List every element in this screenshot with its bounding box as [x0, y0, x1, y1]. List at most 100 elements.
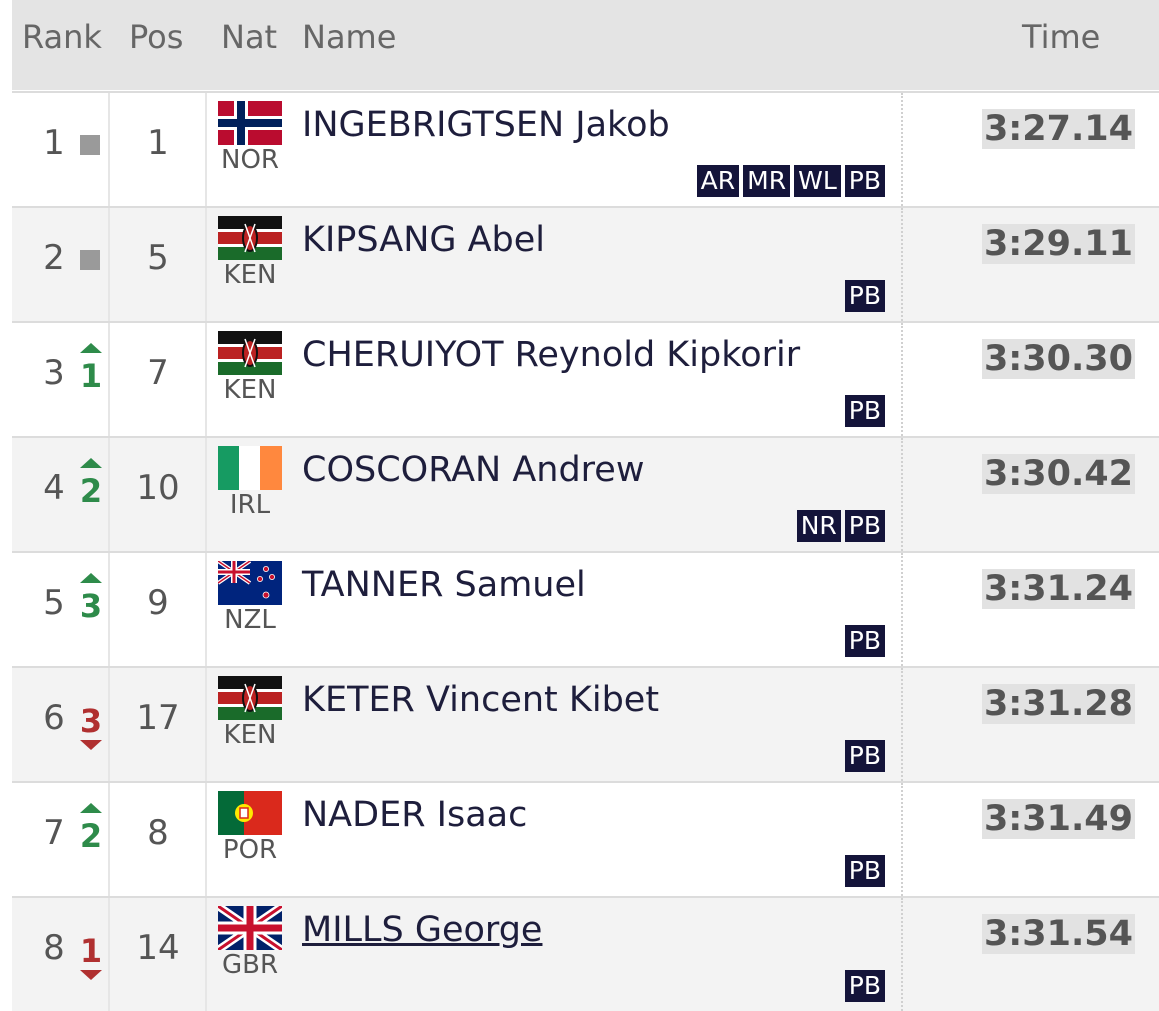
record-badges: PB: [844, 395, 885, 427]
result-row: 6 3 17 KEN KETER Vincent Kibet PB 3:31.28: [12, 666, 1159, 781]
change-value: 2: [79, 472, 103, 510]
record-badges: PB: [844, 740, 885, 772]
rank: 5: [43, 583, 65, 623]
column-divider: [901, 783, 903, 896]
athlete-name: KETER Vincent Kibet: [302, 680, 660, 720]
athlete-name[interactable]: MILLS George: [302, 910, 543, 950]
rank: 3: [43, 353, 65, 393]
result-row: 7 2 8 POR NADER Isaac PB 3:31.49: [12, 781, 1159, 896]
column-header: Rank: [22, 18, 102, 56]
result-time: 3:31.24: [981, 569, 1135, 609]
nationality: IRL: [229, 490, 271, 520]
nationality: POR: [222, 835, 278, 865]
no-change-icon: [80, 250, 100, 270]
column-divider: [205, 668, 207, 781]
position: 9: [147, 583, 169, 623]
athlete-name: TANNER Samuel: [302, 565, 586, 605]
record-badges: PB: [844, 625, 885, 657]
record-badges: PB: [844, 855, 885, 887]
result-time: 3:27.14: [981, 109, 1135, 149]
result-time: 3:31.49: [981, 799, 1135, 839]
record-badge: PB: [844, 970, 885, 1002]
column-divider: [205, 208, 207, 321]
flag: [218, 331, 282, 375]
result-row: 2 5 KEN KIPSANG Abel PB 3:29.11: [12, 206, 1159, 321]
change-arrow: [80, 803, 102, 813]
no-change-icon: [80, 135, 100, 155]
nationality: KEN: [223, 375, 277, 405]
record-badges: PB: [844, 970, 885, 1002]
record-badges: PB: [844, 280, 885, 312]
record-badge: AR: [696, 165, 740, 197]
change-arrow: [80, 458, 102, 468]
flag: [218, 216, 282, 260]
column-divider: [901, 93, 903, 206]
result-row: 3 1 7 KEN CHERUIYOT Reynold Kipkorir PB 3:30.3…: [12, 321, 1159, 436]
nationality: KEN: [223, 260, 277, 290]
record-badge: PB: [844, 625, 885, 657]
record-badge: PB: [844, 510, 885, 542]
flag: [218, 676, 282, 720]
change-value: 1: [79, 932, 103, 970]
rank: 6: [43, 698, 65, 738]
column-divider: [108, 438, 110, 551]
result-time: 3:31.54: [981, 914, 1135, 954]
flag: [218, 791, 282, 835]
record-badge: PB: [844, 395, 885, 427]
column-divider: [108, 208, 110, 321]
record-badge: PB: [844, 855, 885, 887]
column-divider: [108, 93, 110, 206]
column-divider: [205, 553, 207, 666]
rank: 7: [43, 813, 65, 853]
column-header: Nat: [221, 18, 278, 56]
athlete-name: NADER Isaac: [302, 795, 528, 835]
result-time: 3:29.11: [981, 224, 1135, 264]
result-row: 4 2 10 IRL COSCORAN Andrew NR PB 3:30.42: [12, 436, 1159, 551]
result-row: 1 1 NOR INGEBRIGTSEN Jakob AR MR WL PB 3:27.14: [12, 91, 1159, 206]
position: 7: [147, 353, 169, 393]
position: 17: [136, 698, 180, 738]
position: 14: [136, 928, 180, 968]
column-divider: [205, 93, 207, 206]
record-badge: MR: [743, 165, 791, 197]
column-divider: [205, 323, 207, 436]
rank-change: [78, 228, 104, 288]
rank-change: 2: [78, 458, 104, 518]
change-arrow: [80, 573, 102, 583]
rank-change: 3: [78, 573, 104, 633]
nationality: NZL: [224, 605, 276, 635]
position: 5: [147, 238, 169, 278]
column-divider: [205, 898, 207, 1011]
flag: [218, 561, 282, 605]
rank-change: [78, 113, 104, 173]
record-badge: WL: [794, 165, 841, 197]
table-header: Rank Pos Nat Name Time: [12, 0, 1159, 90]
column-divider: [108, 783, 110, 896]
column-divider: [901, 438, 903, 551]
result-row: 8 1 14 GBR MILLS George PB 3:31.54: [12, 896, 1159, 1011]
rank-change: 3: [78, 688, 104, 750]
record-badges: AR MR WL PB: [696, 165, 885, 197]
column-divider: [108, 898, 110, 1011]
rank: 2: [43, 238, 65, 278]
rank: 8: [43, 928, 65, 968]
change-value: 3: [79, 702, 103, 740]
column-divider: [108, 668, 110, 781]
rank-change: 1: [78, 918, 104, 980]
result-row: 5 3 9 NZL TANNER Samuel PB 3:31.24: [12, 551, 1159, 666]
rank-change: 1: [78, 343, 104, 403]
change-arrow: [80, 343, 102, 353]
rank-change: 2: [78, 803, 104, 863]
record-badges: NR PB: [796, 510, 885, 542]
column-divider: [205, 438, 207, 551]
record-badge: NR: [796, 510, 841, 542]
nationality: NOR: [221, 145, 279, 175]
athlete-name: COSCORAN Andrew: [302, 450, 645, 490]
column-header: Time: [1022, 18, 1101, 56]
column-divider: [108, 553, 110, 666]
athlete-name: CHERUIYOT Reynold Kipkorir: [302, 335, 801, 375]
change-arrow: [80, 740, 102, 750]
column-divider: [205, 783, 207, 896]
column-divider: [901, 208, 903, 321]
